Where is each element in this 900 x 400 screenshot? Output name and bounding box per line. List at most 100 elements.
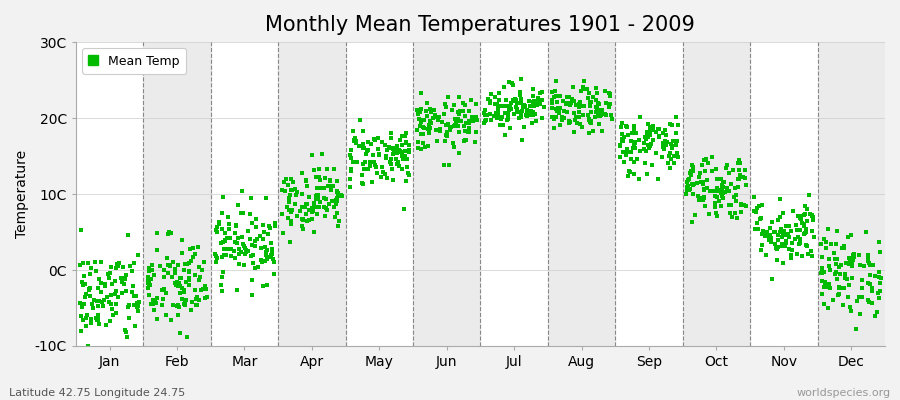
Point [452, 94, 466, 100]
Point [159, 290, 174, 296]
Point [684, 167, 698, 174]
Point [395, 150, 410, 156]
Point [841, 234, 855, 240]
Point [417, 131, 431, 138]
Point [220, 214, 235, 220]
Point [141, 274, 156, 280]
Point [92, 276, 106, 282]
Point [860, 297, 875, 304]
Point [644, 143, 658, 150]
Point [616, 130, 630, 137]
Point [550, 99, 564, 105]
Point [430, 116, 445, 123]
Point [523, 112, 537, 119]
Point [101, 270, 115, 277]
Point [661, 160, 675, 166]
Point [222, 235, 237, 242]
Point [310, 211, 324, 217]
Point [822, 284, 836, 291]
Point [507, 111, 521, 117]
Point [295, 204, 310, 210]
Point [669, 114, 683, 120]
Point [791, 233, 806, 240]
Point [427, 107, 441, 113]
Point [624, 156, 638, 162]
Point [310, 196, 325, 203]
Point [98, 280, 112, 287]
Point [627, 171, 642, 178]
Point [853, 310, 868, 317]
Point [525, 120, 539, 126]
Point [824, 240, 838, 247]
Point [828, 241, 842, 247]
Point [231, 250, 246, 257]
Point [229, 222, 243, 229]
Point [565, 96, 580, 102]
Point [178, 298, 193, 305]
Point [575, 124, 590, 130]
Point [121, 232, 135, 238]
Point [715, 202, 729, 209]
Point [624, 138, 638, 144]
Point [796, 212, 811, 218]
Point [498, 84, 512, 90]
Point [619, 124, 634, 130]
Point [573, 121, 588, 128]
Point [108, 265, 122, 272]
Point [556, 108, 571, 115]
Point [790, 226, 805, 233]
Point [716, 192, 730, 199]
Point [731, 160, 745, 166]
Point [718, 164, 733, 171]
Point [356, 144, 371, 151]
Point [686, 164, 700, 170]
Point [358, 158, 373, 165]
Point [418, 125, 432, 132]
Point [519, 108, 534, 114]
Point [616, 133, 631, 140]
Point [484, 91, 499, 97]
Point [708, 204, 723, 210]
Point [91, 303, 105, 310]
Point [593, 113, 608, 119]
Point [560, 99, 574, 106]
Point [94, 289, 108, 296]
Point [94, 259, 109, 266]
Point [759, 252, 773, 259]
Point [451, 116, 465, 122]
Point [771, 237, 786, 243]
Point [176, 301, 191, 307]
Point [350, 158, 365, 165]
Point [216, 194, 230, 200]
Point [874, 275, 888, 281]
Point [498, 110, 512, 116]
Point [840, 276, 854, 282]
Point [320, 165, 334, 172]
Point [72, 262, 86, 268]
Point [312, 177, 327, 184]
Point [627, 143, 642, 149]
Point [311, 192, 326, 198]
Point [124, 268, 139, 274]
Point [603, 101, 617, 107]
Point [392, 162, 406, 169]
Point [199, 286, 213, 292]
Point [164, 230, 178, 236]
Point [632, 176, 646, 182]
Point [369, 164, 383, 170]
Point [116, 264, 130, 270]
Point [99, 321, 113, 328]
Point [729, 215, 743, 221]
Point [422, 126, 436, 132]
Point [793, 215, 807, 222]
Point [130, 300, 144, 306]
Point [799, 206, 814, 212]
Point [281, 215, 295, 222]
Point [141, 282, 156, 288]
Point [686, 182, 700, 188]
Point [581, 112, 596, 118]
Point [516, 104, 530, 110]
Point [861, 299, 876, 305]
Point [850, 298, 864, 304]
Point [397, 206, 411, 212]
